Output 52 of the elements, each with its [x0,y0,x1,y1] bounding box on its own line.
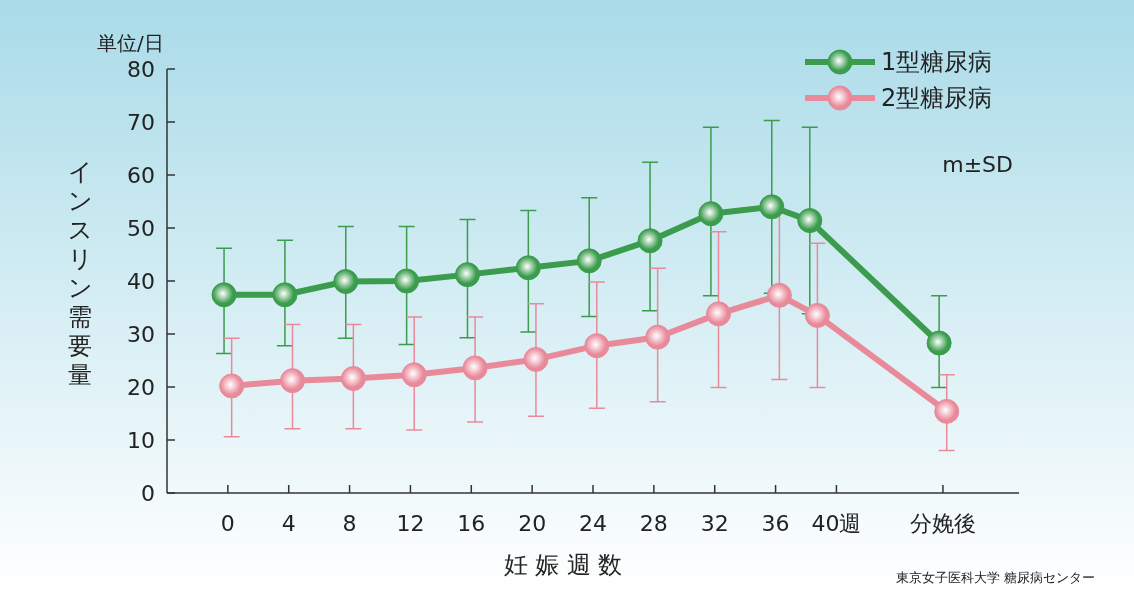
y-tick-label: 10 [127,427,155,453]
point [698,201,724,227]
point [645,324,671,350]
point [706,301,732,327]
point [515,255,541,281]
x-tick-label: 20 [518,511,547,536]
x-tick-label: 16 [457,511,486,536]
point [576,248,602,274]
text: 単位/日 [97,31,164,55]
x-tick-label: 36 [761,511,790,536]
point [219,373,245,399]
x-tick-label: 8 [342,511,357,536]
point [340,366,366,392]
point [394,268,420,294]
y-tick-label: 30 [127,321,155,347]
y-axis-title: インスリン需要量 [67,158,93,389]
x-tick-label: 24 [579,511,607,536]
point [804,302,830,328]
x-tick-label: 12 [396,511,425,536]
legend-label: 2型糖尿病 [881,84,993,112]
x-tick-label: 分娩後 [909,511,976,536]
y-tick-label: 70 [127,109,155,135]
x-tick-label: 32 [700,511,729,536]
x-axis-title: 妊 娠 週 数 [503,551,623,579]
y-tick-label: 20 [127,374,155,400]
point [637,228,663,254]
point [280,368,306,394]
y-tick-label: 50 [127,215,155,241]
point [934,398,960,424]
point [759,194,785,220]
annotation: m±SD [942,152,1013,177]
point [926,330,952,356]
point [523,346,549,372]
y-tick-label: 40 [127,268,155,294]
y-tick-label: 60 [127,162,155,188]
point [272,282,298,308]
legend-label: 1型糖尿病 [881,48,993,76]
y-tick-label: 0 [141,480,155,506]
point [454,262,480,288]
point [211,282,237,308]
point [797,208,823,234]
point [766,282,792,308]
point [584,333,610,359]
x-tick-label: 0 [220,511,235,536]
text: 東京女子医科大学 糖尿病センター [895,570,1095,585]
point [333,269,359,295]
y-tick-label: 80 [127,56,155,82]
point [462,355,488,381]
x-tick-label: 40週 [811,511,862,536]
point [401,362,427,388]
x-tick-label: 28 [639,511,668,536]
x-tick-label: 4 [281,511,296,536]
